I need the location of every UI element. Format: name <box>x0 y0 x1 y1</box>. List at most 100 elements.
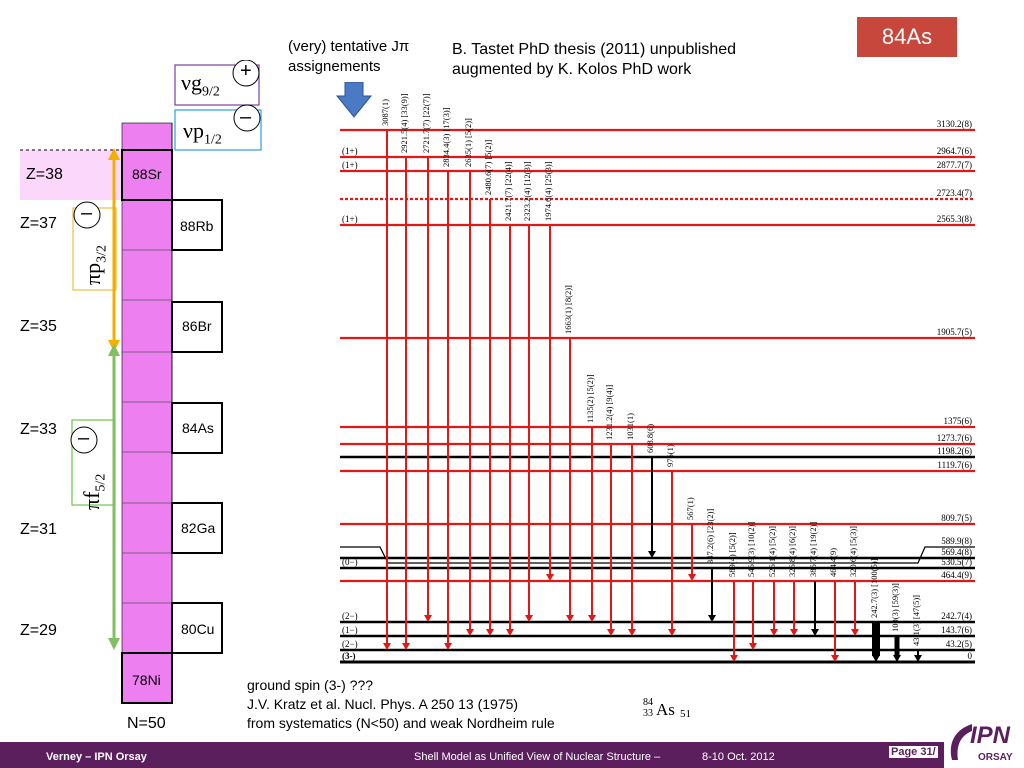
level-spin-label: (2−) <box>342 639 358 649</box>
level-energy-label: 1375(6) <box>944 416 973 426</box>
transition-arrowhead <box>770 629 778 636</box>
isotope-z: 33 <box>643 708 653 719</box>
transition-arrowhead <box>566 615 574 622</box>
p32-sign-circle <box>73 201 101 229</box>
z-label-31: Z=31 <box>20 521 57 538</box>
level-spin-label: (3-) <box>342 651 356 661</box>
z-label-35: Z=35 <box>20 318 57 335</box>
ground-line-3: from systematics (N<50) and weak Nordhei… <box>247 715 555 731</box>
isotope-mass: 84 <box>643 697 653 708</box>
transition-arrowhead <box>466 629 474 636</box>
p12-label: νp1/2 <box>183 118 222 148</box>
box-88sr <box>121 149 173 201</box>
transition-arrowhead <box>628 629 636 636</box>
transition-arrowhead <box>668 629 676 636</box>
level-spin-label: (1+) <box>342 214 358 224</box>
n-label: N=50 <box>127 715 166 732</box>
transition-label: 1135(2) [5(2)] <box>585 374 595 423</box>
transition-arrowhead <box>444 643 452 650</box>
transition-arrowhead <box>790 629 798 636</box>
level-energy-label: 1198.2(6) <box>937 446 972 456</box>
ground-line-1: ground spin (3-) ??? <box>247 677 374 693</box>
transition-label: 608.8(6) <box>645 424 655 453</box>
box-88rb <box>171 199 223 251</box>
ground-note: ground spin (3-) ??? J.V. Kratz et al. N… <box>247 676 555 733</box>
transition-label: 567(1) <box>685 497 695 520</box>
p12-sign: – <box>240 106 252 128</box>
level-spin-label: (2−) <box>342 611 358 621</box>
level-spin-label: (1−) <box>342 625 358 635</box>
transition-arrowhead <box>749 643 757 650</box>
transition-arrowhead <box>851 629 859 636</box>
transition-arrowhead <box>486 629 494 636</box>
transition-label: 386.7(4) [19(2)] <box>808 522 818 577</box>
transition-label: 526.1(4) [5(2)] <box>767 526 777 577</box>
proton-column <box>121 122 173 684</box>
transition-label: 2323.2(4) [12(3)] <box>522 161 532 221</box>
transition-arrowhead <box>648 551 656 558</box>
tentative-line-1: (very) tentative Jπ <box>288 38 410 55</box>
transition-arrowhead <box>730 655 738 662</box>
ipn-logo-text: IPN <box>970 722 1011 749</box>
box-86br <box>171 301 223 353</box>
nucleus-78ni: 78Ni <box>132 672 161 688</box>
level-energy-label: 242.7(4) <box>941 611 972 621</box>
footer-bar <box>0 742 1024 768</box>
transition-label: 976(1) <box>665 444 675 467</box>
transition-arrowhead <box>688 574 696 581</box>
f52-sign-circle <box>70 426 98 454</box>
level-spin-label: (0−) <box>342 557 358 567</box>
level-spin-label: (1+) <box>342 160 358 170</box>
transition-arrowhead <box>607 629 615 636</box>
z-label-37: Z=37 <box>20 215 57 232</box>
nucleus-86br: 86Br <box>182 318 212 334</box>
source-line-2: augmented by K. Kolos PhD work <box>452 61 692 78</box>
transition-arrowhead <box>588 615 596 622</box>
nucleus-82ga: 82Ga <box>181 520 216 536</box>
transition-arrowhead <box>893 655 901 662</box>
transition-arrowhead <box>506 629 514 636</box>
level-energy-label: 1273.7(6) <box>937 433 972 443</box>
nucleus-84as: 84As <box>182 420 214 436</box>
level-scheme: 3130.2(8) 2964.7(6) (1+) 2877.7(7) (1+) 2723.… <box>340 93 975 664</box>
source-note: B. Tastet PhD thesis (2011) unpublished … <box>452 40 736 80</box>
level-energy-label: 2877.7(7) <box>937 160 972 170</box>
ipn-logo-sub: ORSAY <box>978 752 1013 763</box>
level-energy-label: 0 <box>968 651 973 661</box>
transition-label: 326.8(4) [6(2)] <box>787 526 797 577</box>
transition-arrowhead <box>811 629 819 636</box>
level-energy-label: 43.2(5) <box>946 639 972 649</box>
level-energy-label: 464.4(9) <box>941 570 972 580</box>
transition-arrowhead <box>708 615 716 622</box>
g92-label: νg9/2 <box>181 70 220 100</box>
g92-sign: + <box>240 60 252 82</box>
level-spin-label: (1+) <box>342 146 358 156</box>
title-badge: 84As <box>857 17 957 57</box>
ground-line-2: J.V. Kratz et al. Nucl. Phys. A 250 13 (… <box>247 696 519 712</box>
level-energy-label: 3130.2(8) <box>937 119 972 129</box>
tentative-note: (very) tentative Jπ assignements <box>288 37 409 77</box>
f52-sign: – <box>78 427 90 449</box>
nucleus-88rb: 88Rb <box>180 218 214 234</box>
level-energy-label: 1119.7(6) <box>937 460 972 470</box>
transition-arrowhead <box>872 655 880 662</box>
transition-arrowhead <box>525 615 533 622</box>
shell-diagram <box>20 60 262 704</box>
level-energy-label: 809.7(5) <box>941 513 972 523</box>
tentative-pointer-arrow <box>336 82 372 118</box>
level-energy-label: 2964.7(6) <box>937 146 972 156</box>
p12-sign-circle <box>233 104 261 132</box>
ipn-logo-mark <box>950 724 972 760</box>
transition-arrowhead <box>383 643 391 650</box>
transition-label: 1974.6(4) [25(3)] <box>543 161 553 221</box>
transition-label: 2721.7(7) [22(7)] <box>421 93 431 153</box>
footer-conference: Shell Model as Unified View of Nuclear S… <box>414 751 661 763</box>
level-energy-label: 530.5(7) <box>941 557 972 567</box>
transition-label: 1031(1) <box>625 413 635 440</box>
z-label-33: Z=33 <box>20 421 57 438</box>
level-energy-label: 569.4(8) <box>941 547 972 557</box>
transition-arrowhead <box>831 655 839 662</box>
transition-label: 3087(1) <box>380 99 390 126</box>
transition-label: 1231.2(4) [9(4)] <box>604 385 614 440</box>
nucleus-80cu: 80Cu <box>181 621 215 637</box>
